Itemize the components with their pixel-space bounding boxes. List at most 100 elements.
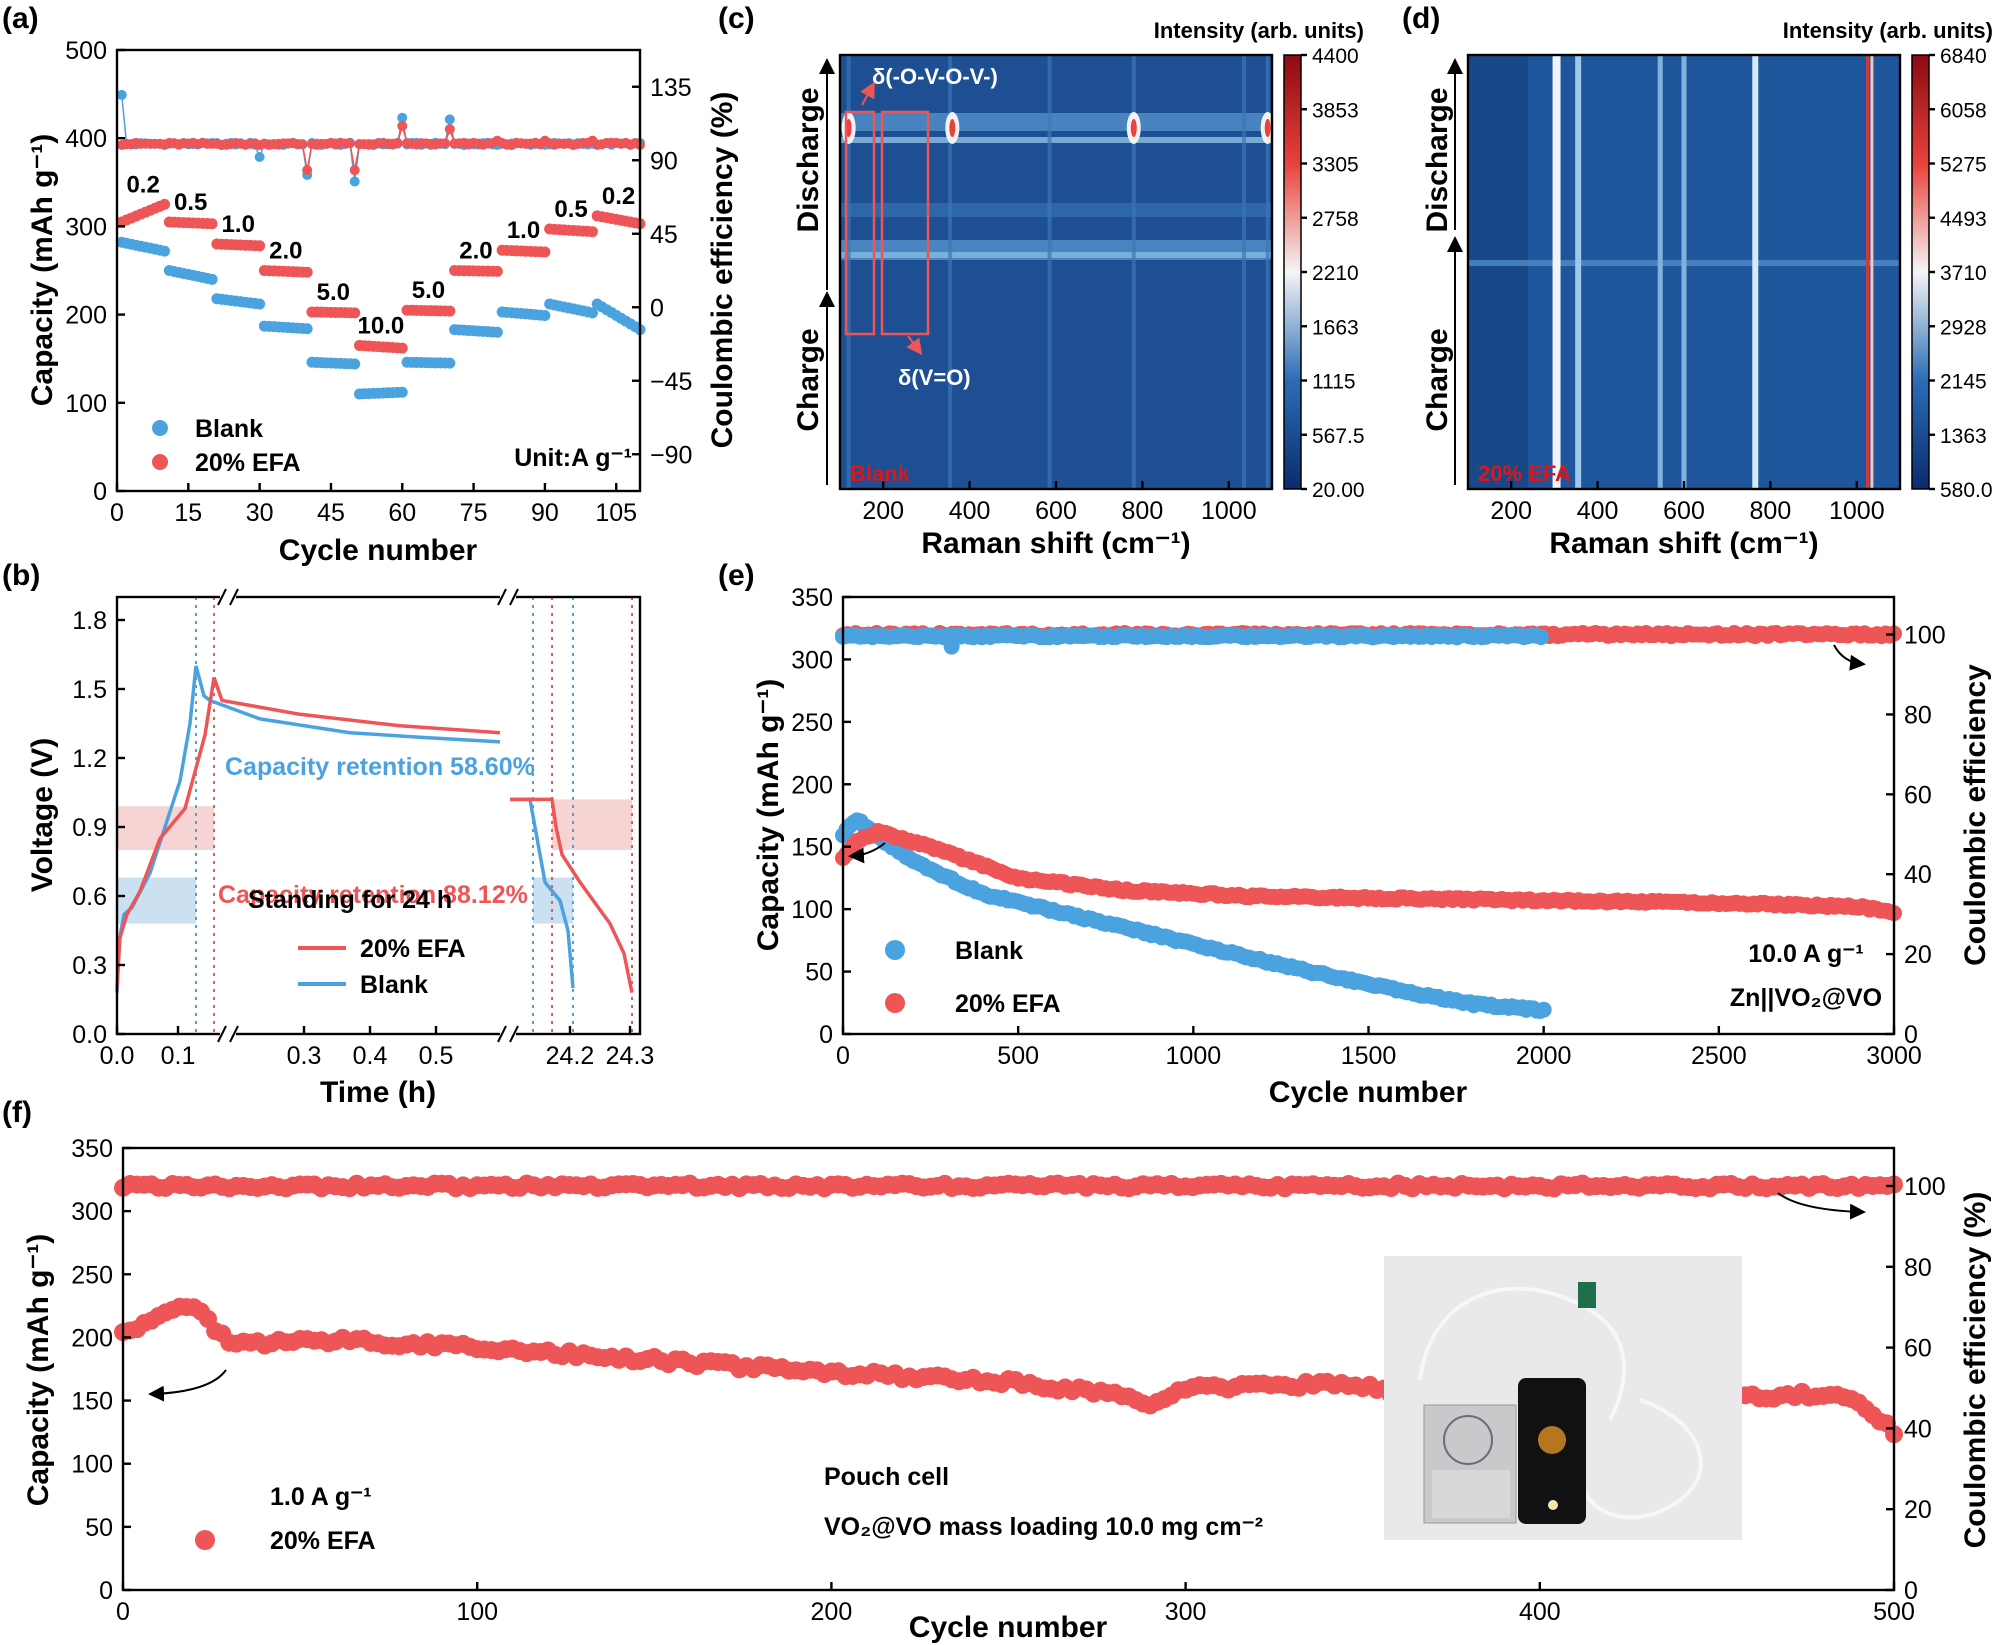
ce-efa-point xyxy=(302,165,313,176)
panel-f-note-pouch: Pouch cell xyxy=(824,1463,949,1491)
x-tick-label: 400 xyxy=(1577,497,1619,525)
capacity-blank-point xyxy=(206,273,218,285)
ce-blank-point xyxy=(1532,629,1549,646)
panel-f-ylabel-left: Capacity (mAh g⁻¹) xyxy=(22,1234,55,1507)
panel-a-xlabel: Cycle number xyxy=(279,534,478,567)
colorbar-tick-label: 3305 xyxy=(1312,154,1359,177)
y-right-tick-label: 0 xyxy=(1904,1577,1918,1605)
panel-f-y-right-ticks: 0 20 40 60 80 100 xyxy=(1886,1173,1946,1605)
x-tick-label: 30 xyxy=(246,499,274,527)
colorbar-tick-label: 1663 xyxy=(1312,316,1359,339)
photo-cell-seal xyxy=(1443,1415,1493,1465)
colorbar-tick-label: 2145 xyxy=(1940,371,1987,394)
panel-b-standing-text: Standing for 24 h xyxy=(248,886,452,914)
panel-f-left-axis-arrow xyxy=(148,1369,227,1402)
x-tick-label: 400 xyxy=(949,497,991,525)
capacity-efa-point xyxy=(206,218,218,230)
y-left-tick-label: 50 xyxy=(85,1514,113,1542)
panel-c: (c) 200 400 600 800 1000 Raman shift (cm⁻¹) … xyxy=(718,2,1365,560)
heatmap-peak-stripe xyxy=(1657,55,1663,489)
y-left-tick-label: 100 xyxy=(791,896,833,924)
x-tick-label: 24.2 xyxy=(546,1042,595,1070)
panel-c-annot-2-arrow xyxy=(906,335,923,356)
x-tick-label: 0 xyxy=(116,1598,130,1626)
panel-e-frame xyxy=(841,595,1896,1036)
axis-break-mark xyxy=(229,588,239,606)
ce-efa-point xyxy=(397,120,408,131)
panel-c-colorbar-title: Intensity (arb. units) xyxy=(1154,18,1364,43)
y-right-tick-label: 135 xyxy=(650,74,692,102)
ce-blank-point xyxy=(444,114,455,125)
rate-label: 10.0 xyxy=(358,312,405,339)
colorbar-tick-label: 580.0 xyxy=(1940,479,1993,502)
panel-a-legend-efa-marker xyxy=(152,454,168,470)
panel-b-y-ticks: 0.0 0.3 0.6 0.9 1.2 1.5 1.8 xyxy=(72,607,125,1049)
colorbar-tick-label: 6058 xyxy=(1940,99,1987,122)
y-left-tick-label: 100 xyxy=(71,1451,113,1479)
capacity-blank-point xyxy=(159,245,171,257)
photo-cell-foil xyxy=(1432,1470,1510,1518)
panel-f-label: (f) xyxy=(2,1096,32,1129)
ce-blank-point xyxy=(397,112,408,123)
x-tick-label: 1000 xyxy=(1166,1042,1222,1070)
panel-d-sample-label: 20% EFA xyxy=(1478,461,1571,486)
panel-d-label: (d) xyxy=(1402,2,1440,35)
heatmap-band xyxy=(840,113,1272,131)
heatmap-vertical-line xyxy=(1241,55,1246,489)
panel-e-y-left-ticks: 0 50 100 150 200 250 300 350 xyxy=(791,584,851,1049)
panel-a-legend-blank-marker xyxy=(152,420,168,436)
heatmap-vertical-line xyxy=(948,55,953,489)
photo-cable-bottom xyxy=(1578,1398,1703,1520)
y-left-tick-label: 50 xyxy=(805,959,833,987)
x-tick-label: 800 xyxy=(1750,497,1792,525)
rate-label: 2.0 xyxy=(459,238,492,265)
colorbar-tick-label: 2210 xyxy=(1312,262,1359,285)
x-tick-label: 2000 xyxy=(1516,1042,1572,1070)
panel-b-xlabel: Time (h) xyxy=(320,1076,436,1109)
colorbar-tick-label: 20.00 xyxy=(1312,479,1365,502)
y-tick-label: 0.9 xyxy=(72,814,107,842)
panel-b-legend-efa: 20% EFA xyxy=(360,935,466,963)
panel-f-ylabel-right: Coulombic efficiency (%) xyxy=(1959,1192,1992,1549)
x-tick-label: 105 xyxy=(595,499,637,527)
capacity-blank-point xyxy=(1535,1001,1552,1018)
panel-b-label: (b) xyxy=(2,559,40,592)
heatmap-vertical-line xyxy=(1131,55,1136,489)
y-right-tick-label: 20 xyxy=(1904,1496,1932,1524)
capacity-efa-point xyxy=(301,266,313,278)
capacity-efa-point xyxy=(444,305,456,317)
colorbar-tick-label: 1115 xyxy=(1312,371,1356,394)
y-right-tick-label: 80 xyxy=(1904,701,1932,729)
y-left-tick-label: 400 xyxy=(65,125,107,153)
heatmap-peak-core xyxy=(1264,119,1271,137)
heatmap-vertical-line xyxy=(846,55,851,489)
capacity-blank-point xyxy=(349,358,361,370)
colorbar-tick-label: 2928 xyxy=(1940,316,1987,339)
y-right-tick-label: −45 xyxy=(650,368,692,396)
x-tick-label: 15 xyxy=(174,499,202,527)
y-left-tick-label: 350 xyxy=(791,584,833,612)
y-right-tick-label: 0 xyxy=(650,294,664,322)
x-tick-label: 24.3 xyxy=(606,1042,655,1070)
panel-c-sample-label: Blank xyxy=(850,461,911,486)
y-right-tick-label: 0 xyxy=(1904,1021,1918,1049)
rate-label: 0.2 xyxy=(126,171,159,198)
axis-break-mark xyxy=(497,1025,507,1043)
panel-f-y-left-ticks: 0 50 100 150 200 250 300 350 xyxy=(71,1135,131,1605)
heatmap-band xyxy=(840,137,1272,143)
panel-c-box-2 xyxy=(880,110,930,336)
panel-d-ylabel-discharge: Discharge xyxy=(1421,87,1454,232)
blank-shade-region xyxy=(118,877,196,924)
panel-c-label: (c) xyxy=(718,2,755,35)
panel-c-annot-2: δ(V=O) xyxy=(898,365,971,390)
panel-c-xlabel: Raman shift (cm⁻¹) xyxy=(921,527,1190,560)
panel-d-colorbar-ticks: 6840 6058 5275 4493 3710 2928 2145 1363 580.0 xyxy=(1929,45,1993,502)
x-tick-label: 0.0 xyxy=(100,1042,135,1070)
y-left-tick-label: 0 xyxy=(819,1021,833,1049)
panel-f-xlabel: Cycle number xyxy=(909,1611,1108,1644)
y-right-tick-label: −90 xyxy=(650,441,692,469)
panel-d: (d) 200 400 600 800 1000 Raman shift (cm⁻¹) … xyxy=(1402,2,1993,560)
heatmap-peak-stripe xyxy=(1866,55,1870,489)
panel-e-legend-efa-marker xyxy=(885,993,905,1013)
